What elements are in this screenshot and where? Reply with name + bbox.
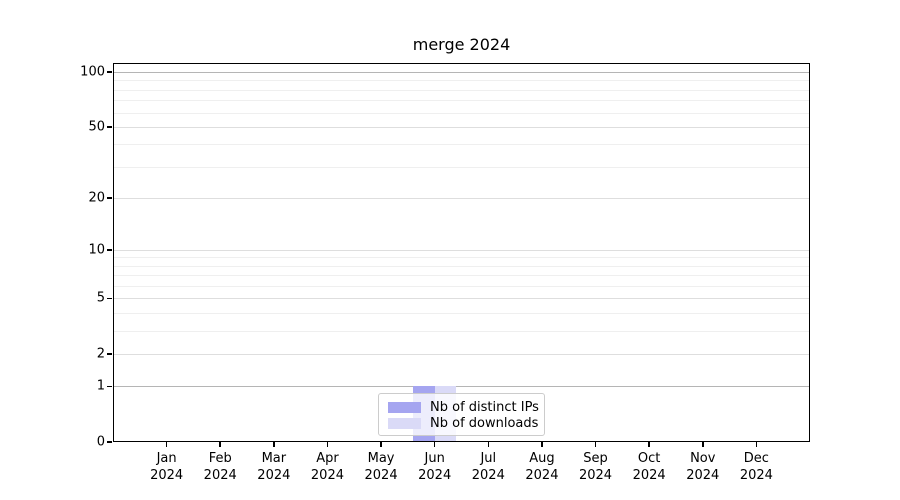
y-tick-mark <box>107 353 112 355</box>
major-gridline <box>113 353 810 355</box>
x-tick-label: Nov 2024 <box>686 451 720 483</box>
major-gridline <box>113 298 810 300</box>
y-tick-mark <box>107 126 112 128</box>
x-tick-mark <box>487 442 490 447</box>
minor-gridline <box>113 265 810 267</box>
y-tick-mark <box>107 297 112 300</box>
x-tick-mark <box>380 442 382 447</box>
minor-gridline <box>113 275 810 277</box>
y-tick-label: 0 <box>96 434 105 450</box>
y-tick-label: 2 <box>96 346 105 362</box>
major-gridline <box>113 72 810 74</box>
x-tick-label: Oct 2024 <box>632 451 666 483</box>
x-tick-mark <box>433 442 436 447</box>
legend-label-distinct-ips: Nb of distinct IPs <box>430 399 539 415</box>
y-tick-label: 100 <box>80 64 105 80</box>
chart-title: merge 2024 <box>412 35 511 54</box>
minor-gridline <box>113 286 810 288</box>
legend-swatch-downloads-icon <box>388 417 421 429</box>
major-gridline <box>113 386 810 388</box>
minor-gridline <box>113 257 810 259</box>
y-tick-label: 20 <box>88 190 105 206</box>
minor-gridline <box>113 89 810 91</box>
x-tick-mark <box>594 442 597 447</box>
minor-gridline <box>113 144 810 146</box>
y-tick-label: 5 <box>96 290 105 306</box>
x-tick-mark <box>273 442 275 447</box>
x-tick-mark <box>648 442 650 447</box>
major-gridline <box>113 249 810 251</box>
y-tick-mark <box>107 385 112 388</box>
legend-item-distinct-ips: Nb of distinct IPs <box>388 399 539 415</box>
minor-gridline <box>113 112 810 114</box>
plot-area <box>113 63 810 442</box>
x-tick-label: Sep 2024 <box>578 451 613 483</box>
minor-gridline <box>113 100 810 102</box>
x-tick-mark <box>165 442 168 447</box>
x-tick-label: Mar 2024 <box>257 451 291 483</box>
y-tick-label: 1 <box>96 378 105 394</box>
y-tick-mark <box>107 197 112 199</box>
minor-gridline <box>113 313 810 314</box>
x-tick-label: Jun 2024 <box>418 451 452 483</box>
x-tick-label: Apr 2024 <box>310 451 344 483</box>
x-tick-label: Aug 2024 <box>525 451 559 483</box>
x-tick-mark <box>541 442 543 447</box>
x-tick-label: May 2024 <box>364 451 398 483</box>
major-gridline <box>113 126 810 128</box>
legend-label-downloads: Nb of downloads <box>430 415 539 431</box>
x-tick-label: Feb 2024 <box>203 451 237 483</box>
legend-swatch-distinct-ips-icon <box>388 401 421 413</box>
minor-gridline <box>113 330 810 332</box>
minor-gridline <box>113 166 810 168</box>
x-tick-mark <box>702 442 704 447</box>
legend-item-downloads: Nb of downloads <box>388 415 539 431</box>
y-tick-label: 50 <box>88 119 105 135</box>
x-tick-label: Dec 2024 <box>739 451 773 483</box>
y-tick-mark <box>107 249 112 251</box>
legend: Nb of distinct IPs Nb of downloads <box>378 393 545 436</box>
minor-gridline <box>113 80 810 82</box>
y-tick-label: 10 <box>88 242 105 258</box>
x-tick-mark <box>219 442 221 447</box>
x-tick-label: Jul 2024 <box>471 451 505 483</box>
y-tick-mark <box>107 71 112 73</box>
y-tick-mark <box>107 441 112 443</box>
x-tick-mark <box>326 442 329 447</box>
x-tick-mark <box>755 442 758 447</box>
x-tick-label: Jan 2024 <box>150 451 184 483</box>
major-gridline <box>113 197 810 199</box>
